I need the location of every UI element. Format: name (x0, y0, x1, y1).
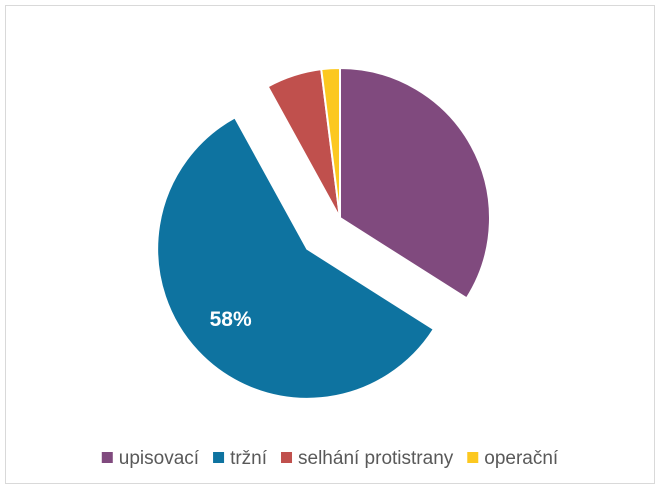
legend-swatch (281, 452, 293, 463)
pie-slice (320, 66, 341, 219)
pie-slice (156, 115, 436, 400)
legend-swatch (213, 452, 225, 463)
legend-label: selhání protistrany (298, 448, 454, 469)
legend-swatch (101, 452, 113, 463)
legend-swatch (467, 452, 479, 463)
legend-label: tržní (230, 448, 268, 469)
data-label: 58% (210, 308, 252, 331)
legend-label: upisovací (119, 448, 200, 469)
pie-slice (339, 66, 491, 300)
legend-label: operační (484, 448, 559, 469)
